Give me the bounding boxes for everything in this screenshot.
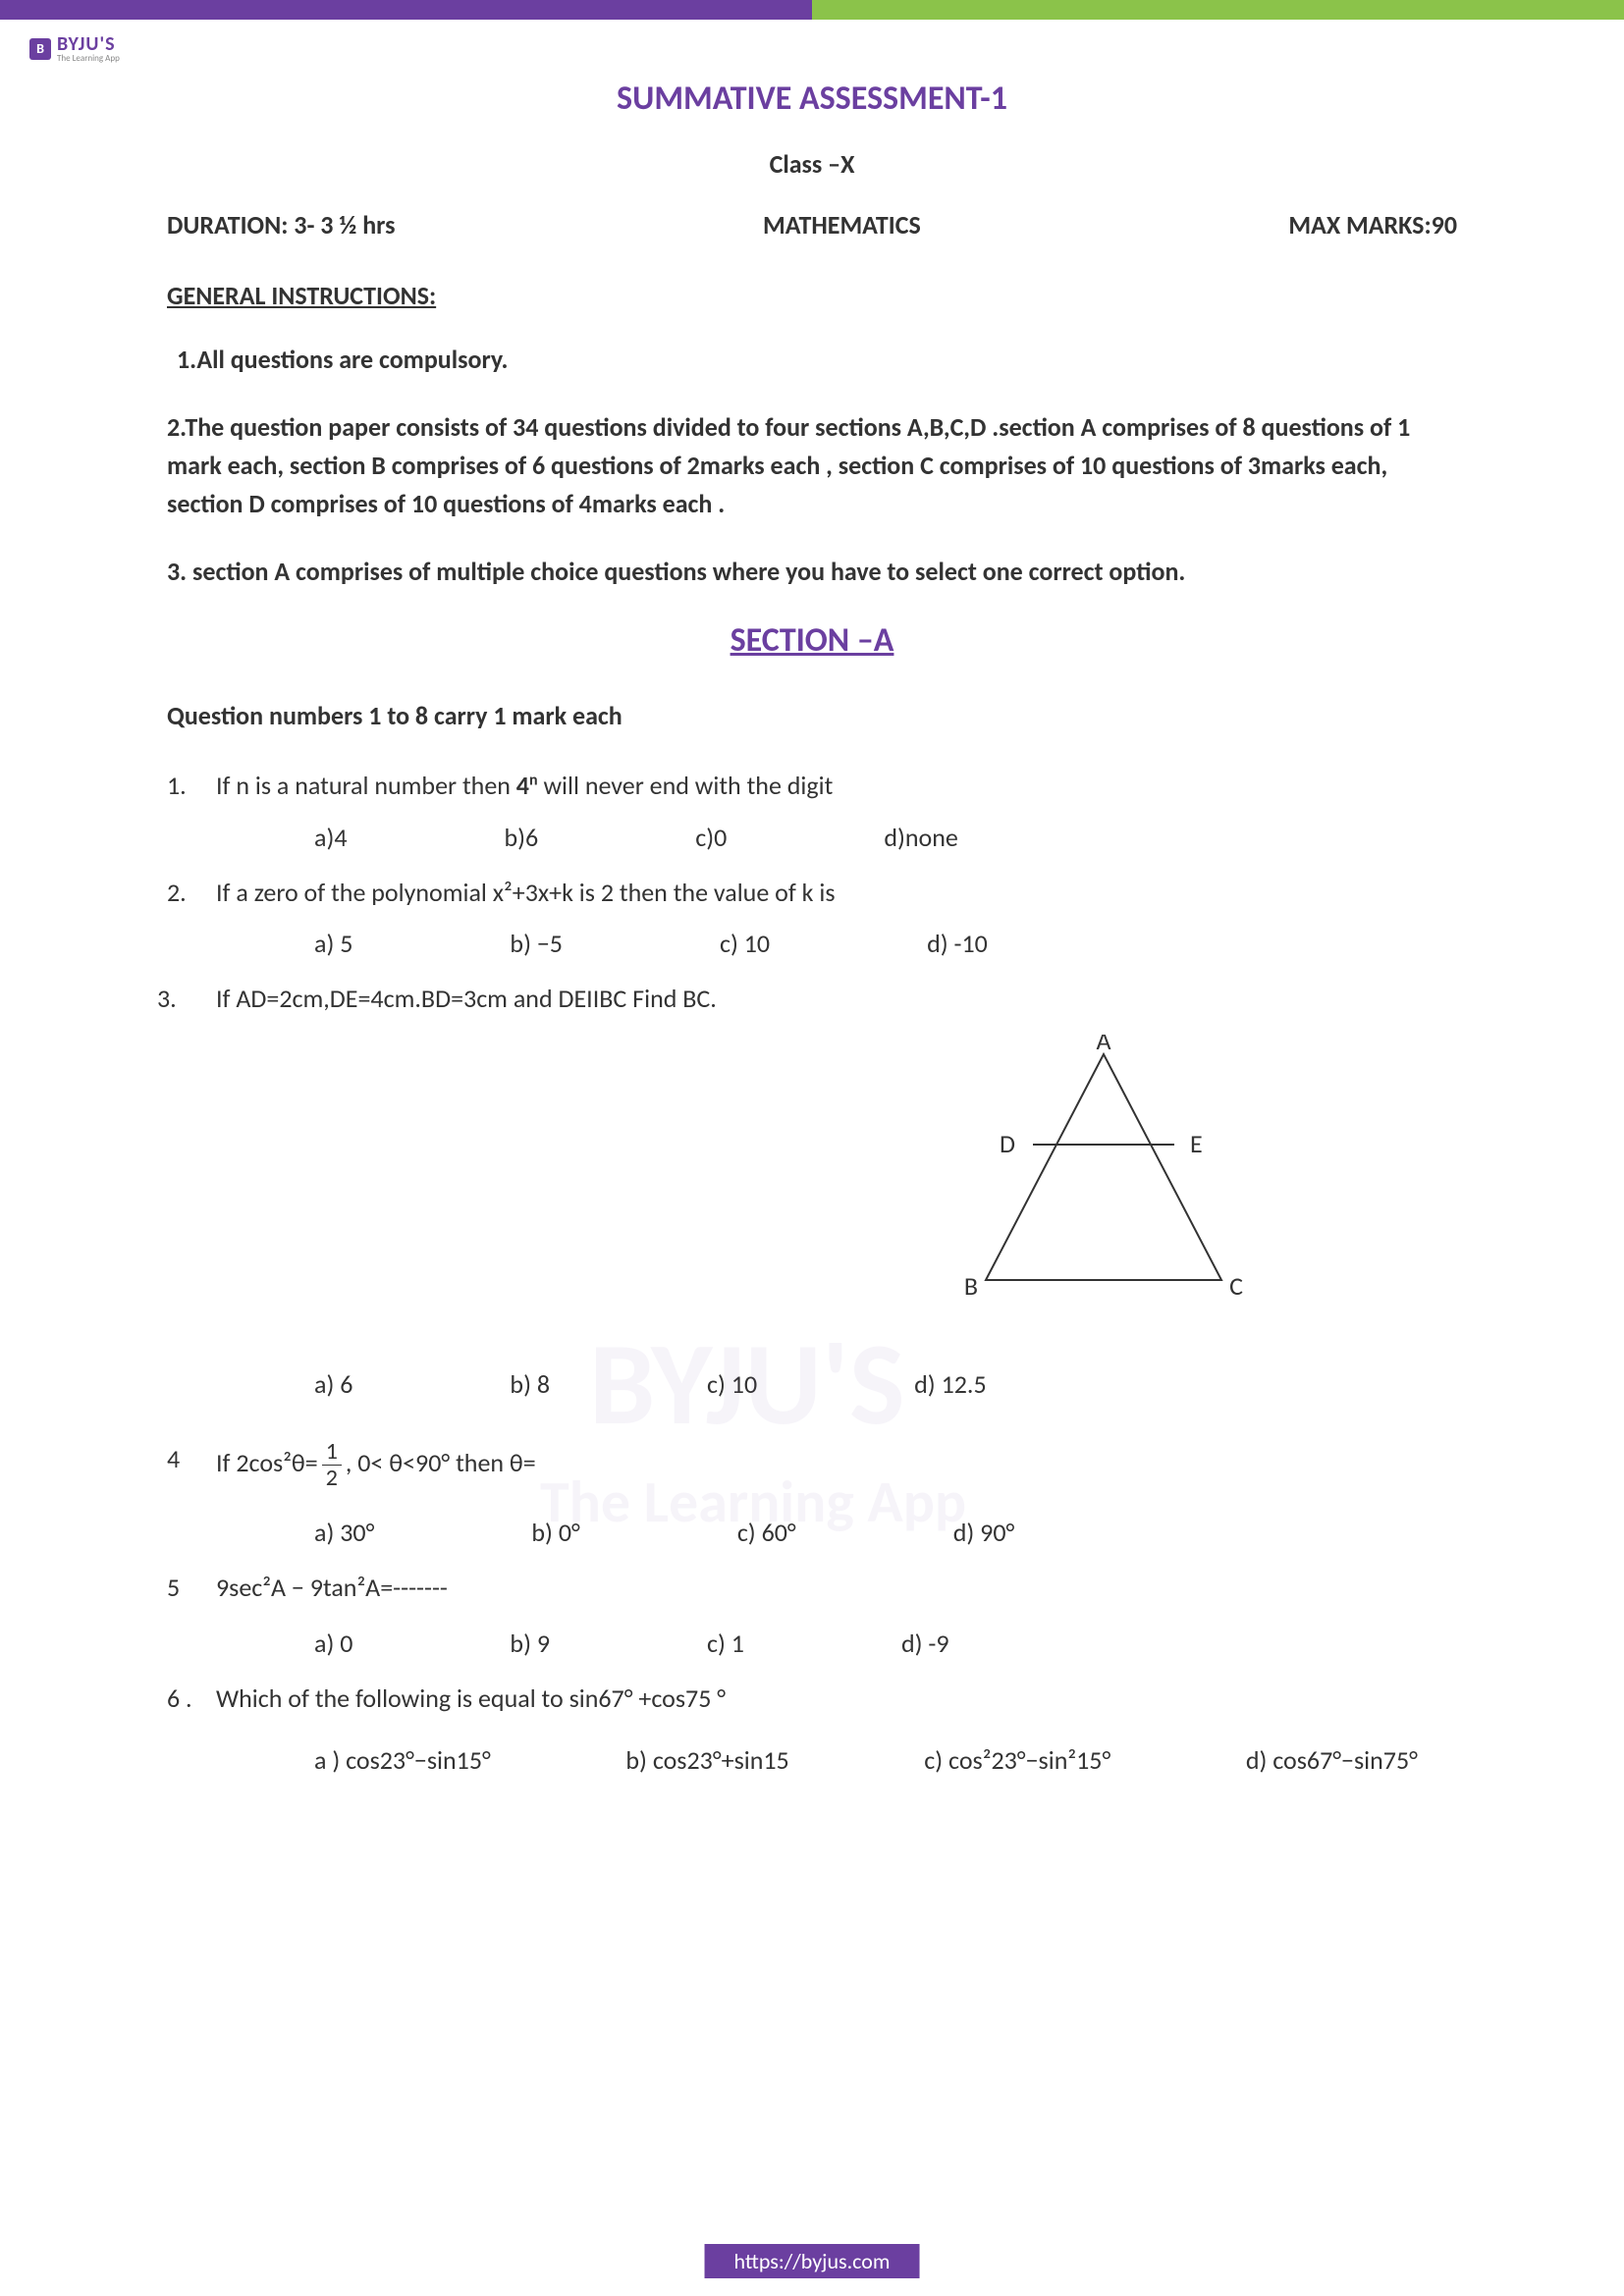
q3-opt-a: a) 6	[314, 1368, 352, 1400]
triangle-diagram: A D E B C	[167, 1035, 1457, 1309]
q5-num: 5	[167, 1568, 180, 1609]
q1-text-post: will never end with the digit	[538, 770, 834, 801]
q2-text: If a zero of the polynomial x²+3x+k is 2…	[216, 877, 836, 908]
section-heading: SECTION –A	[167, 620, 1457, 661]
q2-num: 2.	[167, 873, 187, 914]
q1-sup: n	[529, 771, 538, 789]
q2-opt-d: d) -10	[927, 928, 988, 959]
instructions-heading: GENERAL INSTRUCTIONS:	[167, 280, 1457, 311]
q5-opt-d: d) -9	[901, 1628, 949, 1659]
question-3: 3. If AD=2cm,DE=4cm.BD=3cm and DEIIBC Fi…	[167, 979, 1457, 1020]
instruction-3: 3. section A comprises of multiple choic…	[167, 553, 1457, 591]
q5-opt-a: a) 0	[314, 1628, 352, 1659]
q6-opt-d: d) cos67°−sin75°	[1246, 1744, 1418, 1776]
q4-options: a) 30° b) 0° c) 60° d) 90°	[167, 1517, 1457, 1548]
q2-opt-b: b) −5	[510, 928, 563, 959]
q6-opt-a: a ) cos23°−sin15°	[314, 1744, 491, 1776]
q3-options: a) 6 b) 8 c) 10 d) 12.5	[167, 1368, 1457, 1400]
q2-opt-a: a) 5	[314, 928, 352, 959]
q1-opt-b: b)6	[505, 822, 539, 853]
q6-num: 6 .	[167, 1679, 192, 1720]
question-2: 2. If a zero of the polynomial x²+3x+k i…	[167, 873, 1457, 914]
q3-text: If AD=2cm,DE=4cm.BD=3cm and DEIIBC Find …	[216, 983, 717, 1014]
q3-opt-c: c) 10	[707, 1368, 757, 1400]
triangle-svg: A D E B C	[947, 1035, 1261, 1309]
q4-text-post: , 0< θ<90° then θ=	[346, 1447, 536, 1478]
q5-options: a) 0 b) 9 c) 1 d) -9	[167, 1628, 1457, 1659]
q4-frac-num: 1	[322, 1439, 342, 1466]
logo-tagline: The Learning App	[57, 54, 120, 63]
q5-opt-c: c) 1	[707, 1628, 744, 1659]
q5-opt-b: b) 9	[510, 1628, 550, 1659]
q4-frac-den: 2	[322, 1466, 342, 1491]
q2-options: a) 5 b) −5 c) 10 d) -10	[167, 928, 1457, 959]
q1-options: a)4 b)6 c)0 d)none	[167, 822, 1457, 853]
q4-opt-d: d) 90°	[953, 1517, 1015, 1548]
q4-opt-c: c) 60°	[737, 1517, 796, 1548]
q4-num: 4	[167, 1439, 180, 1480]
subject-label: MATHEMATICS	[763, 209, 921, 240]
meta-row: DURATION: 3- 3 ½ hrs MATHEMATICS MAX MAR…	[167, 209, 1457, 240]
q1-opt-a: a)4	[314, 822, 348, 853]
instruction-2: 2.The question paper consists of 34 ques…	[167, 408, 1457, 523]
logo-brand: BYJU'S	[57, 34, 120, 54]
q1-bold: 4	[516, 770, 529, 801]
duration-label: DURATION: 3- 3 ½ hrs	[167, 209, 395, 240]
footer-url: https://byjus.com	[705, 2244, 920, 2278]
q3-num: 3.	[157, 979, 177, 1020]
q6-opt-c: c) cos²23°−sin²15°	[924, 1744, 1110, 1776]
q3-opt-b: b) 8	[510, 1368, 550, 1400]
q2-opt-c: c) 10	[720, 928, 770, 959]
triangle-label-b: B	[964, 1270, 978, 1302]
instruction-1: 1.All questions are compulsory.	[167, 341, 1457, 379]
q3-opt-d: d) 12.5	[914, 1368, 987, 1400]
top-color-bar	[0, 0, 1624, 20]
q1-text-pre: If n is a natural number then	[216, 770, 516, 801]
q5-text: 9sec²A − 9tan²A=-------	[216, 1572, 448, 1603]
section-note: Question numbers 1 to 8 carry 1 mark eac…	[167, 700, 1457, 731]
triangle-label-c: C	[1229, 1270, 1243, 1302]
logo: B BYJU'S The Learning App	[29, 34, 120, 63]
q4-text-pre: If 2cos²θ=	[216, 1447, 318, 1478]
assessment-title: SUMMATIVE ASSESSMENT-1	[167, 79, 1457, 119]
q6-options: a ) cos23°−sin15° b) cos23°+sin15 c) cos…	[167, 1744, 1457, 1776]
class-label: Class –X	[167, 148, 1457, 180]
triangle-label-d: D	[1000, 1128, 1015, 1159]
q4-opt-b: b) 0°	[531, 1517, 579, 1548]
q6-opt-b: b) cos23°+sin15	[625, 1744, 788, 1776]
triangle-label-a: A	[1096, 1035, 1110, 1056]
question-5: 5 9sec²A − 9tan²A=-------	[167, 1568, 1457, 1609]
page-content: SUMMATIVE ASSESSMENT-1 Class –X DURATION…	[0, 20, 1624, 1776]
q4-opt-a: a) 30°	[314, 1517, 374, 1548]
q1-num: 1.	[167, 766, 187, 807]
q6-text: Which of the following is equal to sin67…	[216, 1682, 726, 1714]
question-4: 4 If 2cos²θ=12, 0< θ<90° then θ=	[167, 1439, 1457, 1492]
logo-icon: B	[29, 38, 51, 60]
q1-opt-d: d)none	[884, 822, 958, 853]
question-1: 1. If n is a natural number then 4n will…	[167, 766, 1457, 807]
triangle-label-e: E	[1190, 1128, 1203, 1159]
q1-opt-c: c)0	[695, 822, 727, 853]
marks-label: MAX MARKS:90	[1288, 209, 1457, 240]
question-6: 6 . Which of the following is equal to s…	[167, 1679, 1457, 1720]
